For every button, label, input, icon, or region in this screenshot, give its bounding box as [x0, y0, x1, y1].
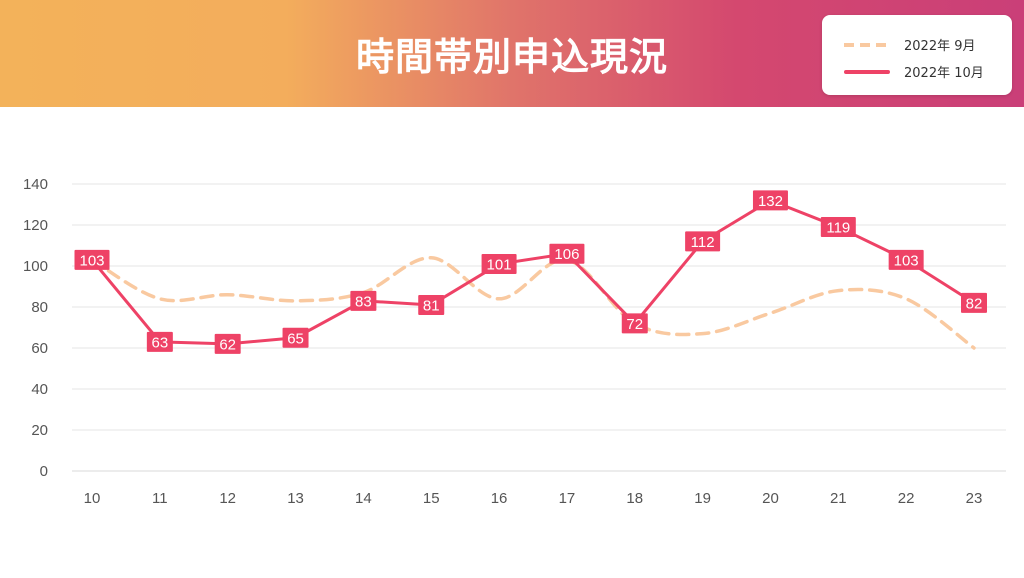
legend-swatch-sep	[844, 42, 890, 47]
x-tick-label: 17	[559, 490, 576, 507]
legend-item-oct[interactable]: 2022年 10月	[844, 62, 984, 81]
data-point-oct[interactable]: 132	[752, 190, 788, 211]
y-tick-label: 100	[23, 258, 48, 275]
data-point-oct[interactable]: 72	[621, 313, 648, 334]
x-tick-label: 16	[491, 490, 508, 507]
data-point-oct[interactable]: 103	[888, 249, 924, 270]
y-tick-label: 60	[31, 340, 48, 357]
y-tick-label: 80	[31, 299, 48, 316]
data-point-oct[interactable]: 119	[820, 217, 856, 238]
data-label-bg	[961, 292, 987, 313]
grid-lines	[72, 183, 1006, 472]
x-tick-label: 13	[287, 490, 304, 507]
data-label: 81	[423, 297, 440, 314]
data-labels: 103 63 62 65 83 81 101 106 72 112 132 119 103 82	[74, 190, 987, 354]
data-label: 112	[691, 234, 715, 251]
series-line-sep	[90, 256, 976, 350]
data-label: 103	[79, 252, 104, 269]
data-point-oct[interactable]: 81	[418, 294, 445, 315]
data-label-bg	[621, 313, 648, 334]
data-point-oct[interactable]: 65	[282, 327, 309, 348]
data-point-oct[interactable]: 103	[74, 249, 110, 270]
data-point-oct[interactable]: 62	[214, 333, 241, 354]
data-label-bg	[350, 290, 377, 311]
data-point-oct[interactable]: 82	[961, 292, 987, 313]
data-label: 106	[554, 246, 579, 263]
data-label-bg	[888, 249, 924, 270]
x-tick-label: 12	[219, 490, 236, 507]
data-label: 72	[626, 316, 643, 333]
x-tick-label: 21	[830, 490, 847, 507]
x-tick-label: 20	[762, 490, 779, 507]
data-label-bg	[74, 249, 110, 270]
data-point-oct[interactable]: 63	[146, 331, 173, 352]
data-label: 65	[287, 330, 304, 347]
data-label: 101	[487, 256, 512, 273]
data-label-bg	[481, 253, 517, 274]
x-tick-label: 23	[966, 490, 983, 507]
data-label: 132	[758, 193, 783, 210]
data-label-bg	[685, 231, 721, 252]
data-label: 103	[894, 252, 919, 269]
y-tick-label: 140	[23, 176, 48, 193]
x-tick-label: 18	[626, 490, 643, 507]
data-label: 119	[826, 220, 850, 237]
legend: 2022年 9月 2022年 10月	[822, 15, 1012, 95]
data-point-oct[interactable]: 112	[685, 231, 721, 252]
data-label-bg	[146, 331, 173, 352]
data-label: 62	[219, 336, 236, 353]
x-tick-label: 10	[84, 490, 101, 507]
data-label-bg	[282, 327, 309, 348]
data-point-oct[interactable]: 83	[350, 290, 377, 311]
x-tick-label: 19	[694, 490, 711, 507]
y-tick-label: 120	[23, 217, 48, 234]
data-label-bg	[418, 294, 445, 315]
x-tick-label: 22	[898, 490, 915, 507]
y-tick-label: 20	[31, 422, 48, 439]
data-label: 83	[355, 293, 372, 310]
data-point-oct[interactable]: 106	[549, 243, 585, 264]
data-label-bg	[549, 243, 585, 264]
legend-label-oct: 2022年 10月	[904, 66, 984, 81]
data-label-bg	[752, 190, 788, 211]
legend-label-sep: 2022年 9月	[904, 39, 976, 54]
legend-item-sep[interactable]: 2022年 9月	[844, 35, 976, 54]
y-tick-label: 0	[40, 463, 48, 480]
legend-swatch-oct	[844, 69, 890, 74]
data-label-bg	[214, 333, 241, 354]
x-axis-ticks: 10 11 12 13 14 15 16 17 18 19 20 21 22 23	[84, 490, 983, 507]
page-title: 時間帯別申込現況	[355, 35, 668, 79]
data-label: 82	[966, 295, 983, 312]
data-label: 63	[152, 334, 169, 351]
y-tick-label: 40	[31, 381, 48, 398]
y-axis-ticks: 0 20 40 60 80 100 120 140	[23, 176, 48, 480]
data-point-oct[interactable]: 101	[481, 253, 517, 274]
data-label-bg	[820, 217, 856, 238]
x-tick-label: 11	[152, 490, 168, 507]
x-tick-label: 14	[355, 490, 372, 507]
x-tick-label: 15	[423, 490, 440, 507]
